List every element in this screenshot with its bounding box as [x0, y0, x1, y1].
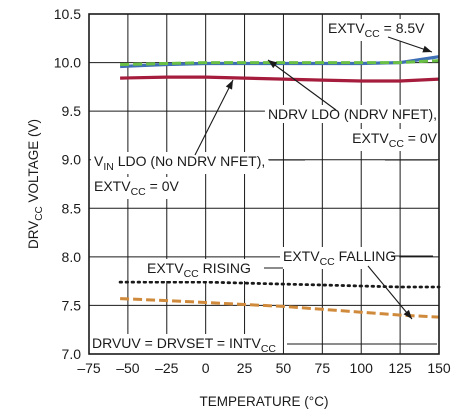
annotation-a_drvuv: DRVUV = DRVSET = INTVCC — [92, 335, 276, 355]
annotation-a_ndrv2: EXTVCC = 0V — [352, 130, 437, 150]
y-tick-label: 7.0 — [62, 346, 82, 362]
leader-vin-arrowhead — [225, 80, 233, 90]
annotation-bg — [280, 247, 400, 269]
tick-labels: –75 –50 –25 0 25 50 75 100 125 150 7.0 7.5 8.0 8.5 9.0… — [54, 6, 451, 376]
y-tick-label: 10.0 — [54, 55, 81, 71]
y-tick-label: 9.5 — [62, 103, 82, 119]
y-tick-label: 7.5 — [62, 297, 82, 313]
series-line-extv_falling — [120, 297, 440, 319]
annotation-bg — [91, 177, 183, 199]
series-line-extv_rising — [118, 280, 441, 289]
y-tick-label: 8.0 — [62, 249, 82, 265]
y-tick-label: 8.5 — [62, 200, 82, 216]
annotation-a_extv85: EXTVCC = 8.5V — [328, 20, 425, 40]
leader-falling — [367, 265, 413, 320]
x-tick-label: –75 — [77, 360, 101, 376]
x-tick-label: 100 — [350, 360, 374, 376]
annotation-bg — [349, 129, 441, 151]
leader-falling-arrowhead — [403, 309, 412, 319]
leader-ndrv-arrowhead — [268, 60, 278, 69]
annotation-leaders — [194, 36, 437, 345]
annotation-a_falling: EXTVCC FALLING — [283, 248, 396, 268]
y-axis-label: DRVCC VOLTAGE (V) — [26, 119, 45, 249]
x-tick-label: 150 — [427, 360, 451, 376]
x-tick-label: –50 — [116, 360, 140, 376]
annotation-a_vin2: EXTVCC = 0V — [94, 178, 179, 198]
leader-ndrv — [267, 59, 337, 111]
annotation-backgrounds — [89, 19, 441, 356]
x-tick-label: 0 — [202, 360, 210, 376]
leader-extv85-arrowhead — [422, 45, 432, 53]
annotation-a_vin1: VIN LDO (No NDRV NFET), — [94, 153, 265, 173]
annotation-bg — [89, 334, 280, 356]
y-tick-label: 9.0 — [62, 152, 82, 168]
plot-frame — [88, 13, 440, 355]
annotations: EXTVCC = 8.5V NDRV LDO (NDRV NFET), EXTVCC… — [92, 20, 438, 355]
x-tick-label: –25 — [155, 360, 179, 376]
annotation-a_ndrv1: NDRV LDO (NDRV NFET), — [268, 106, 437, 122]
plot-series — [118, 55, 441, 319]
series-line-vin_ldo — [120, 75, 440, 83]
annotation-bg — [264, 105, 440, 123]
x-tick-label: 25 — [237, 360, 253, 376]
x-tick-label: 75 — [315, 360, 331, 376]
annotation-bg — [91, 152, 269, 174]
annotation-bg — [325, 19, 429, 41]
annotation-bg — [144, 259, 254, 281]
annotation-a_rising: EXTVCC RISING — [147, 260, 251, 280]
x-tick-label: 125 — [388, 360, 412, 376]
y-tick-label: 10.5 — [54, 6, 81, 22]
series-line-ndrv_ldo — [120, 59, 440, 66]
leader-vin — [194, 79, 234, 156]
x-tick-label: 50 — [276, 360, 292, 376]
x-axis-label: TEMPERATURE (°C) — [200, 394, 329, 409]
